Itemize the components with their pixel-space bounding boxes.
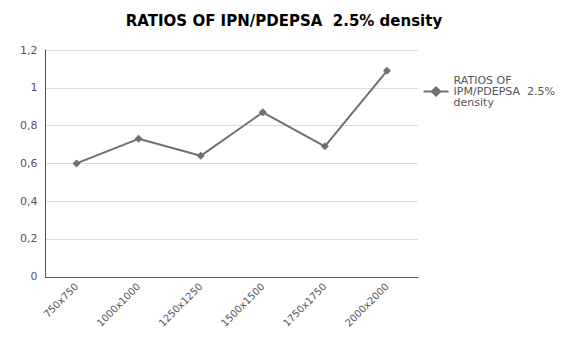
svg-text:1,2: 1,2	[20, 44, 38, 57]
svg-text:IPM/PDEPSA 2.5%: IPM/PDEPSA 2.5%	[453, 85, 555, 98]
svg-text:RATIOS OF IPN/PDEPSA 2.5% den: RATIOS OF IPN/PDEPSA 2.5% density	[126, 12, 443, 30]
svg-text:RATIOS OF: RATIOS OF	[453, 74, 512, 87]
svg-text:1000x1000: 1000x1000	[95, 281, 143, 329]
svg-text:1: 1	[30, 81, 37, 94]
svg-text:1250x1250: 1250x1250	[157, 281, 205, 329]
svg-text:1750x1750: 1750x1750	[281, 281, 329, 329]
svg-text:0,6: 0,6	[20, 157, 38, 170]
svg-text:0: 0	[30, 270, 37, 283]
svg-text:0,8: 0,8	[20, 119, 38, 132]
svg-text:0,2: 0,2	[20, 232, 38, 245]
svg-text:0,4: 0,4	[20, 195, 38, 208]
svg-text:1500x1500: 1500x1500	[219, 281, 267, 329]
svg-text:750x750: 750x750	[42, 281, 81, 320]
svg-text:2000x2000: 2000x2000	[343, 281, 391, 329]
svg-text:density: density	[454, 96, 495, 109]
